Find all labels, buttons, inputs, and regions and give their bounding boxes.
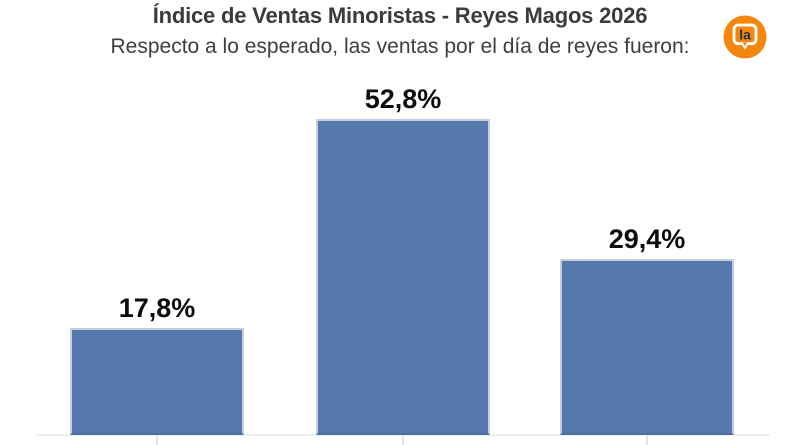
bar-value-label-2: 52,8%	[364, 84, 442, 114]
bar-1	[70, 328, 244, 435]
x-axis-line	[37, 434, 770, 436]
x-axis-tick-1	[156, 436, 158, 445]
chart-title: Índice de Ventas Minoristas - Reyes Mago…	[152, 3, 648, 28]
chart-header: Índice de Ventas Minoristas - Reyes Mago…	[0, 0, 800, 59]
la-speech-bubble-logo: la	[723, 15, 767, 59]
x-axis-tick-2	[402, 436, 404, 445]
bar-3	[560, 259, 734, 435]
bar-2	[316, 119, 490, 435]
bar-value-label-3: 29,4%	[608, 224, 686, 254]
logo-text: la	[739, 27, 751, 43]
x-axis-tick-3	[646, 436, 648, 445]
logo-icon: la	[723, 15, 767, 59]
bar-value-label-1: 17,8%	[118, 293, 196, 323]
chart-subtitle: Respecto a lo esperado, las ventas por e…	[110, 35, 690, 58]
